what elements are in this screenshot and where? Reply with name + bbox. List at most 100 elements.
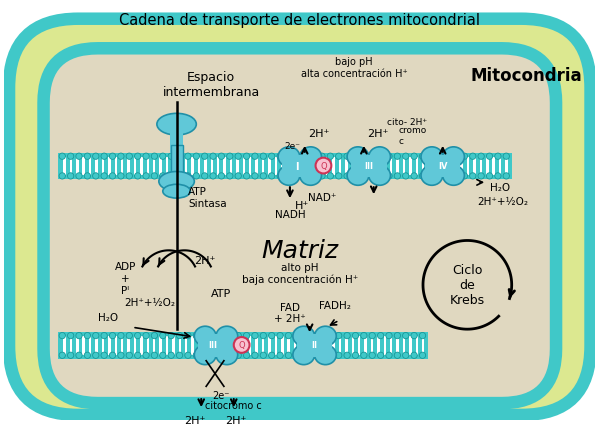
Circle shape [92,352,99,359]
Circle shape [260,154,266,160]
Bar [204,157,206,176]
Circle shape [361,352,367,359]
Bar [282,155,317,178]
Bar [358,157,361,176]
Circle shape [260,333,266,339]
Circle shape [252,352,258,359]
Circle shape [411,173,417,180]
Circle shape [151,173,158,180]
Circle shape [176,352,183,359]
Circle shape [327,352,334,359]
Circle shape [319,154,325,160]
Circle shape [109,352,116,359]
Bar [179,157,181,176]
Bar [499,157,502,176]
Circle shape [151,352,158,359]
Circle shape [411,352,417,359]
Bar [166,336,168,355]
Circle shape [310,352,317,359]
Circle shape [134,154,141,160]
Bar [115,157,117,176]
Text: I: I [295,161,299,171]
Circle shape [176,173,183,180]
Circle shape [67,333,74,339]
Bar [262,157,265,176]
Circle shape [419,333,425,339]
Bar [172,336,175,355]
Bar [358,336,361,355]
Bar [166,157,168,176]
Bar [108,157,110,176]
Circle shape [185,352,191,359]
Circle shape [286,333,292,339]
Circle shape [193,154,199,160]
Text: II: II [311,341,317,350]
Bar [217,157,220,176]
Bar [403,157,405,176]
Circle shape [445,154,451,160]
Bar [320,336,322,355]
Circle shape [277,173,283,180]
Circle shape [369,154,376,160]
Bar [153,157,155,176]
Bar [140,157,143,176]
Circle shape [369,333,376,339]
Circle shape [394,333,401,339]
Bar [204,336,206,355]
Circle shape [319,333,325,339]
Bar [121,157,124,176]
Circle shape [310,333,317,339]
Bar [441,157,443,176]
Bar [416,157,418,176]
Bar [300,336,303,355]
Circle shape [126,333,133,339]
Circle shape [84,352,91,359]
Circle shape [101,333,107,339]
Circle shape [478,154,484,160]
Bar [101,336,104,355]
Circle shape [316,158,331,174]
Bar [95,336,98,355]
Bar [435,157,437,176]
Bar [242,157,245,176]
Bar [89,336,91,355]
Circle shape [419,154,425,160]
Circle shape [352,333,359,339]
Bar [268,336,271,355]
Circle shape [76,154,82,160]
Ellipse shape [300,166,322,186]
Bar [115,336,117,355]
Bar [422,336,424,355]
Text: H₂O: H₂O [490,183,510,193]
Circle shape [286,352,292,359]
Bar [249,157,251,176]
Circle shape [252,333,258,339]
Bar [345,336,347,355]
Circle shape [335,352,342,359]
Text: Q: Q [320,162,327,171]
Circle shape [92,173,99,180]
Bar [307,336,309,355]
Ellipse shape [278,166,300,186]
Text: FADH₂: FADH₂ [319,300,351,310]
Ellipse shape [216,345,238,365]
Text: FAD
+ 2H⁺: FAD + 2H⁺ [274,302,306,323]
Text: ATP
Sintasa: ATP Sintasa [188,187,227,208]
Bar [371,157,373,176]
Bar [230,157,232,176]
Bar [281,157,284,176]
Bar [127,336,130,355]
Bar [320,157,322,176]
Text: cromo
c: cromo c [398,126,427,145]
Bar [198,336,200,355]
Text: H⁺: H⁺ [295,201,309,210]
Circle shape [428,154,434,160]
Bar [89,157,91,176]
Circle shape [185,173,191,180]
Circle shape [244,352,250,359]
Bar [281,336,284,355]
Bar [211,157,213,176]
Circle shape [394,352,401,359]
Circle shape [386,154,392,160]
Bar [473,157,476,176]
